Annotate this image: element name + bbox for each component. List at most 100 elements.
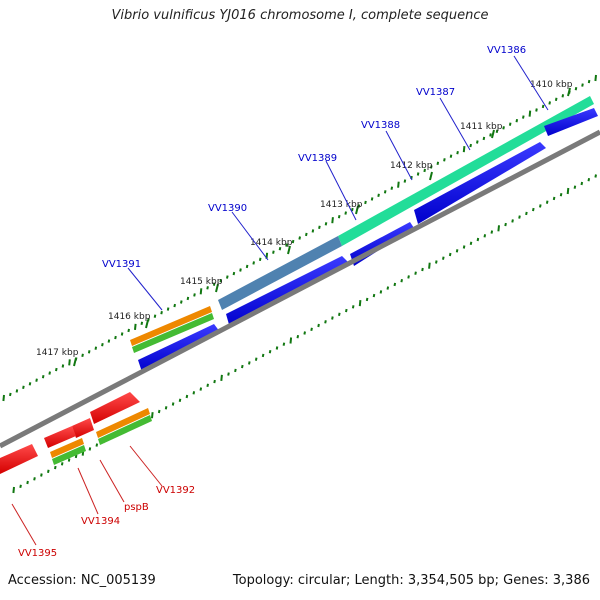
gene-label-vv1391: VV1391 <box>102 259 141 270</box>
tick-line-1415 <box>215 283 219 293</box>
leader-vv1387 <box>439 97 471 151</box>
ruler-mark <box>443 158 446 162</box>
ruler-mark <box>252 261 255 265</box>
ruler-mark <box>254 357 258 361</box>
ruler-mark <box>421 267 424 272</box>
ruler-mark <box>455 249 459 253</box>
ruler-mark <box>157 409 161 414</box>
ruler-mark <box>173 303 176 308</box>
chromosome-backbone <box>0 129 600 449</box>
ruler-mark <box>403 179 407 183</box>
tick-label-1411: 1411 kbp <box>460 122 503 132</box>
ruler-mark <box>518 215 521 219</box>
topology-summary: Topology: circular; Length: 3,354,505 bp… <box>232 573 590 588</box>
ruler-mark <box>185 394 189 399</box>
tick-line-1410 <box>567 87 571 97</box>
gene-label-vv1394: VV1394 <box>81 516 120 527</box>
ruler-mark <box>324 320 327 324</box>
ruler-mark <box>528 110 532 117</box>
ruler-mark <box>580 181 584 186</box>
tick-label-1410: 1410 kbp <box>530 80 573 90</box>
ruler-mark <box>324 222 328 226</box>
ruler-mark <box>239 268 242 272</box>
ruler-mark <box>2 394 5 402</box>
ruler-mark <box>206 286 209 290</box>
ruler-mark <box>55 367 58 372</box>
leader-pspb <box>99 459 125 503</box>
cds-arrow-psp <box>72 418 94 438</box>
forward-gene-labels: VV1386 VV1387 VV1388 VV1389 VV1390 VV139… <box>102 45 549 311</box>
ruler-mark <box>275 346 279 350</box>
ruler-mark <box>377 193 380 197</box>
gene-label-vv1390: VV1390 <box>208 203 247 214</box>
ruler-mark <box>160 311 163 315</box>
leader-vv1389 <box>325 160 357 221</box>
ruler-mark <box>311 229 315 233</box>
ruler-mark <box>345 308 348 313</box>
ruler-mark <box>248 361 251 365</box>
gene-label-pspb: pspB <box>124 502 149 513</box>
ruler-mark <box>232 271 236 276</box>
ruler-mark <box>561 94 565 98</box>
ruler-mark <box>9 392 12 397</box>
ruler-mark <box>41 375 45 379</box>
ruler-mark <box>456 151 459 155</box>
ruler-mark <box>476 140 479 144</box>
ruler-mark <box>442 256 445 260</box>
ruler-mark <box>331 217 334 224</box>
ruler-mark <box>296 335 300 339</box>
ruler-mark <box>511 219 514 223</box>
ruler-mark <box>476 237 480 242</box>
outer-dotted-ruler <box>2 74 597 402</box>
ruler-mark <box>87 350 91 354</box>
ruler-mark <box>351 305 355 309</box>
ruler-mark <box>227 372 230 376</box>
gene-label-vv1387: VV1387 <box>416 87 455 98</box>
ruler-mark <box>448 252 452 257</box>
ruler-mark <box>393 282 397 287</box>
ruler-mark <box>12 486 15 494</box>
tick-label-1412: 1412 kbp <box>390 161 433 171</box>
ruler-mark <box>178 398 182 402</box>
ruler-mark <box>305 232 308 237</box>
ruler-mark <box>416 172 420 176</box>
tick-label-1415: 1415 kbp <box>180 277 223 287</box>
ruler-mark <box>88 447 92 451</box>
tick-line-1413 <box>355 205 359 215</box>
orange-feature-track-lower <box>96 408 150 438</box>
ruler-mark <box>522 115 525 119</box>
ruler-mark <box>278 247 282 251</box>
leader-vv1386 <box>513 55 549 111</box>
ruler-mark <box>539 204 542 208</box>
ruler-mark <box>587 79 591 84</box>
ruler-mark <box>435 260 438 264</box>
position-ticks: 1410 kbp 1411 kbp 1412 kbp 1413 kbp 1414… <box>36 80 573 367</box>
ruler-mark <box>552 196 556 201</box>
ruler-mark <box>261 353 265 358</box>
ruler-mark <box>337 215 341 219</box>
green-feature-track-small <box>52 445 86 465</box>
ruler-mark <box>282 342 286 346</box>
ruler-mark <box>386 286 390 290</box>
ruler-mark <box>365 297 369 302</box>
ruler-mark <box>573 185 577 189</box>
ruler-mark <box>581 83 584 87</box>
ruler-mark <box>166 307 170 311</box>
ruler-mark <box>383 190 387 194</box>
ruler-mark <box>331 316 334 320</box>
ruler-mark <box>535 108 538 112</box>
ruler-mark <box>372 293 376 298</box>
ruler-mark <box>95 443 99 447</box>
ruler-mark <box>482 136 486 141</box>
ruler-mark <box>22 385 25 389</box>
leader-vv1388 <box>385 130 413 181</box>
ruler-mark <box>515 119 519 123</box>
leader-vv1395 <box>11 503 37 546</box>
ruler-mark <box>258 257 262 261</box>
orange-feature-track <box>130 306 212 346</box>
ruler-mark <box>594 74 597 82</box>
inner-dotted-ruler <box>12 174 597 494</box>
ruler-mark <box>220 374 223 381</box>
ruler-mark <box>358 300 362 307</box>
